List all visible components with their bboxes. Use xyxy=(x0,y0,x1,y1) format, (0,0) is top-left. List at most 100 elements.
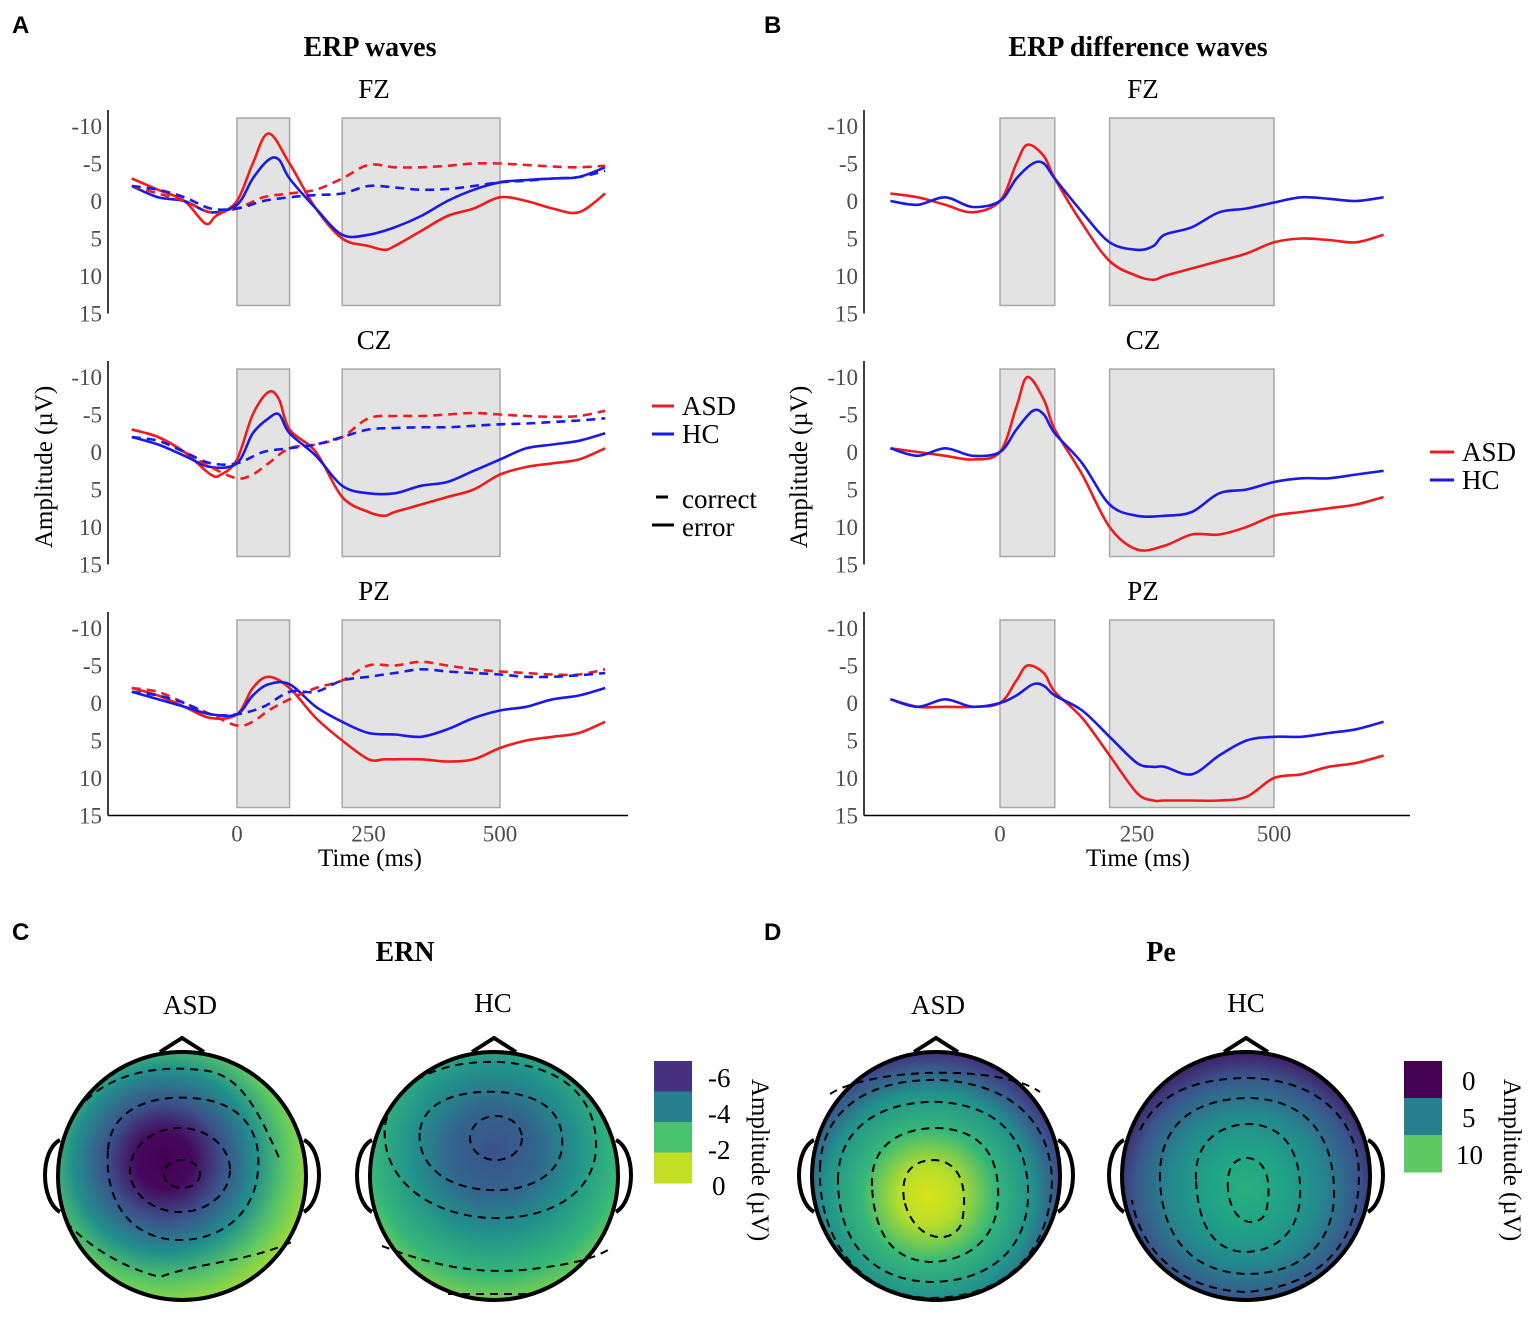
left-ear-shape xyxy=(1107,1138,1126,1214)
legend-error-label: error xyxy=(682,512,734,542)
series-asd-correct xyxy=(131,660,606,728)
y-tick-label: 0 xyxy=(91,440,103,465)
contour-line xyxy=(1226,1156,1270,1224)
contour-line xyxy=(381,1245,609,1272)
series-asd-error xyxy=(131,389,606,518)
erp-waves-panel: FZ -10 -5 0 5 10 15 CZ -10 -5 0 5 10 15 PZ -10 -5 0 5 10 15 0… xyxy=(71,74,628,847)
pe-hc-contours xyxy=(1131,1076,1360,1294)
nose-shape xyxy=(912,1035,960,1054)
y-tick-label: 10 xyxy=(79,766,102,791)
panel-b-title: ERP difference waves xyxy=(1008,32,1267,63)
y-tick-label: 5 xyxy=(847,729,859,754)
panel-a-ylabel: Amplitude (µV) xyxy=(31,386,58,548)
y-tick-label: -10 xyxy=(71,616,102,641)
contour-line xyxy=(1131,1076,1360,1294)
x-tick-label: 250 xyxy=(1120,822,1155,847)
ern-hc-scalp-map xyxy=(368,1050,620,1302)
y-tick-label: 15 xyxy=(79,302,102,327)
y-tick-label: 5 xyxy=(91,478,103,503)
y-tick-label: -5 xyxy=(839,152,858,177)
y-tick-label: 0 xyxy=(847,691,859,716)
analysis-window xyxy=(341,368,501,558)
colorbar-segment xyxy=(654,1091,692,1123)
facet-title: PZ xyxy=(1127,576,1159,606)
contour-line xyxy=(829,1071,1041,1095)
y-tick-label: -10 xyxy=(71,114,102,139)
ern-colorbar-tick: 0 xyxy=(712,1171,726,1201)
y-tick-label: 5 xyxy=(91,227,103,252)
ern-hc-contours xyxy=(381,1060,609,1295)
series-hc-error xyxy=(131,680,606,739)
contour-line xyxy=(106,1096,260,1242)
pe-hc-head xyxy=(1107,1035,1385,1302)
analysis-window xyxy=(999,117,1056,307)
y-tick-label: -5 xyxy=(83,403,102,428)
y-tick-label: 10 xyxy=(835,264,858,289)
ern-asd-scalp-map xyxy=(56,1050,308,1302)
panel-b-ylabel: Amplitude (µV) xyxy=(786,386,813,548)
contour-line xyxy=(818,1078,1054,1300)
legend-b-hc-label: HC xyxy=(1462,465,1500,495)
y-tick-label: -10 xyxy=(827,365,858,390)
contour-line xyxy=(870,1126,1000,1264)
pe-asd-head xyxy=(797,1035,1075,1302)
contour-line xyxy=(1158,1096,1336,1276)
panel-a-title: ERP waves xyxy=(304,32,437,63)
legend-hc-label: HC xyxy=(682,419,720,449)
analysis-window xyxy=(1108,368,1275,558)
y-tick-label: 0 xyxy=(91,189,103,214)
ern-colorbar-tick: -4 xyxy=(708,1099,731,1129)
contour-line xyxy=(61,1067,281,1161)
y-tick-label: 0 xyxy=(847,440,859,465)
right-ear-shape xyxy=(614,1138,633,1214)
ern-asd-contours xyxy=(61,1067,297,1279)
ern-colorbar: -6 -4 -2 0 Amplitude (µV) xyxy=(654,1061,773,1241)
y-tick-label: 10 xyxy=(835,515,858,540)
pe-asd-title: ASD xyxy=(911,990,965,1020)
pe-colorbar-tick: 10 xyxy=(1456,1140,1483,1170)
y-tick-label: 15 xyxy=(79,804,102,829)
colorbar-segment xyxy=(1404,1135,1442,1173)
y-tick-label: 5 xyxy=(847,227,859,252)
y-tick-label: -5 xyxy=(83,654,102,679)
pe-colorbar-tick: 0 xyxy=(1462,1066,1476,1096)
y-tick-label: 10 xyxy=(79,515,102,540)
facet-title: CZ xyxy=(357,325,392,355)
panel-d-title: Pe xyxy=(1146,937,1176,968)
contour-line xyxy=(129,1127,231,1213)
analysis-window xyxy=(999,368,1056,558)
analysis-window xyxy=(341,117,501,307)
facet-pz: PZ -10 -5 0 5 10 15 0 250 500 xyxy=(827,576,1410,847)
legend-diff-waves: ASD HC xyxy=(1430,437,1516,495)
facet-cz: CZ -10 -5 0 5 10 15 xyxy=(71,325,606,578)
nose-shape xyxy=(470,1035,518,1054)
facet-cz: CZ -10 -5 0 5 10 15 xyxy=(827,325,1384,578)
legend-erp-waves: ASD HC correct error xyxy=(652,391,757,542)
y-tick-label: -5 xyxy=(839,403,858,428)
pe-hc-scalp-map xyxy=(1120,1050,1372,1302)
contour-line xyxy=(836,1100,1030,1284)
ern-topomaps: ASD HC xyxy=(43,988,773,1302)
contour-line xyxy=(469,1115,523,1161)
x-tick-label: 250 xyxy=(351,822,386,847)
facet-fz: FZ -10 -5 0 5 10 15 xyxy=(71,74,606,327)
facet-title: PZ xyxy=(358,576,390,606)
left-ear-shape xyxy=(355,1138,374,1214)
right-ear-shape xyxy=(302,1138,321,1214)
x-tick-label: 500 xyxy=(1257,822,1292,847)
ern-asd-title: ASD xyxy=(163,990,217,1020)
colorbar-segment xyxy=(1404,1061,1442,1099)
y-tick-label: -5 xyxy=(839,654,858,679)
facet-pz: PZ -10 -5 0 5 10 15 0 250 500 xyxy=(71,576,628,847)
x-tick-label: 0 xyxy=(994,822,1006,847)
panel-letter-a: A xyxy=(12,12,29,39)
analysis-window xyxy=(1108,117,1275,307)
series-hc xyxy=(890,160,1384,252)
pe-asd-contours xyxy=(818,1071,1054,1300)
series-asd-correct xyxy=(131,161,606,214)
nose-shape xyxy=(158,1035,206,1054)
pe-colorbar: 0 5 10 Amplitude (µV) xyxy=(1404,1061,1525,1241)
ern-asd-head xyxy=(43,1035,321,1302)
facet-title: FZ xyxy=(1127,74,1159,104)
ern-hc-head xyxy=(355,1035,633,1302)
